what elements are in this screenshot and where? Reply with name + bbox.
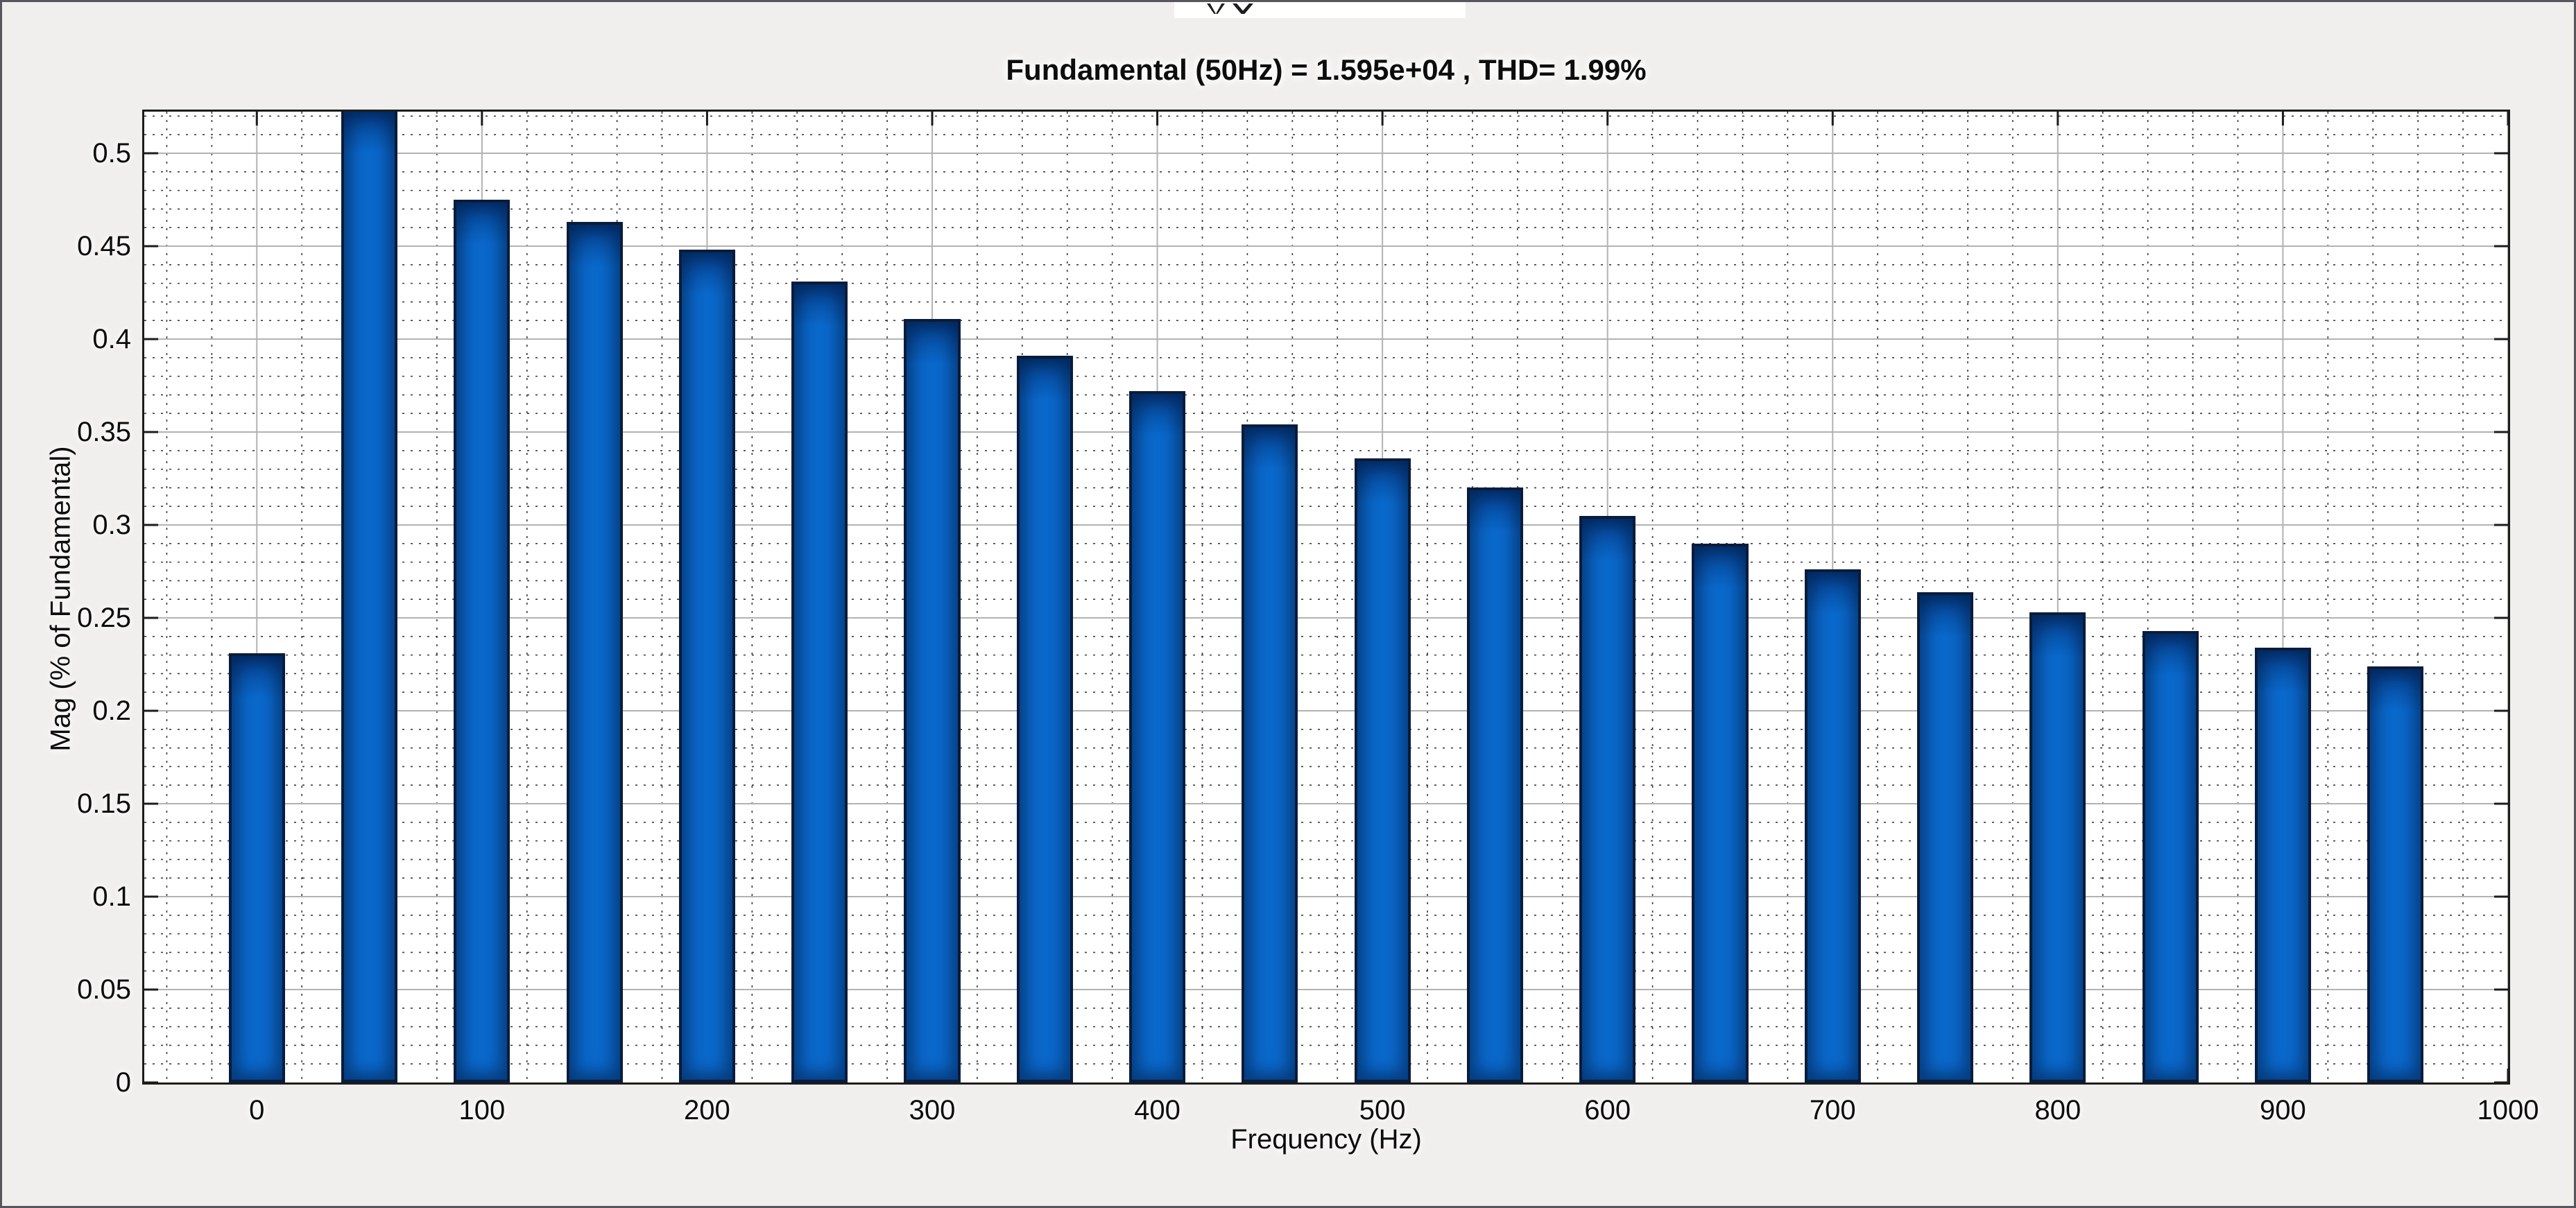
y-tick-label: 0.3 [92, 510, 131, 541]
x-tick-label: 600 [1584, 1095, 1631, 1125]
x-tick-label: 800 [2034, 1095, 2081, 1125]
bar [791, 281, 848, 1082]
bar [1129, 391, 1186, 1082]
bar [566, 222, 623, 1082]
bar [1692, 543, 1749, 1082]
x-tick-label: 700 [1809, 1095, 1856, 1125]
bar [1016, 356, 1073, 1082]
y-tick-label: 0.15 [77, 788, 131, 819]
bar [904, 318, 961, 1082]
bar [2367, 666, 2424, 1082]
y-tick-label: 0.45 [77, 231, 131, 262]
bar [1242, 424, 1298, 1082]
bar [1804, 569, 1861, 1082]
bar [1917, 592, 1974, 1082]
y-tick-label: 0.1 [92, 881, 131, 912]
bar [228, 653, 285, 1082]
bar [1466, 487, 1523, 1082]
chart-title: Fundamental (50Hz) = 1.595e+04 , THD= 1.… [1006, 53, 1647, 86]
x-tick-label: 900 [2260, 1095, 2306, 1125]
bar [454, 200, 510, 1082]
window-top-notch [1174, 2, 1466, 18]
y-tick-label: 0.35 [77, 417, 131, 448]
y-tick-label: 0.05 [77, 974, 131, 1005]
plot-area [142, 110, 2510, 1085]
x-tick-label: 500 [1359, 1095, 1406, 1125]
bar [2254, 647, 2311, 1082]
bar [341, 112, 398, 1082]
y-tick-label: 0.25 [77, 603, 131, 633]
x-tick-label: 1000 [2477, 1095, 2539, 1125]
y-tick-label: 0.5 [92, 138, 131, 169]
x-tick-label: 0 [249, 1095, 265, 1125]
x-tick-label: 100 [458, 1095, 506, 1125]
cropped-text-fragment [1233, 3, 1253, 14]
bar [2142, 630, 2199, 1082]
cropped-text-fragment [1207, 3, 1225, 14]
x-tick-label: 200 [684, 1095, 730, 1125]
y-tick-label: 0.2 [92, 696, 131, 726]
x-axis-label: Frequency (Hz) [1230, 1124, 1422, 1155]
y-tick-label: 0.4 [92, 324, 131, 355]
x-tick-label: 400 [1134, 1095, 1180, 1125]
bar [2029, 612, 2086, 1082]
bar [1579, 515, 1636, 1082]
x-tick-label: 300 [909, 1095, 956, 1125]
y-tick-label: 0 [115, 1067, 131, 1098]
bar [678, 250, 735, 1082]
y-axis-label: Mag (% of Fundamental) [45, 446, 76, 752]
bar [1354, 458, 1411, 1082]
